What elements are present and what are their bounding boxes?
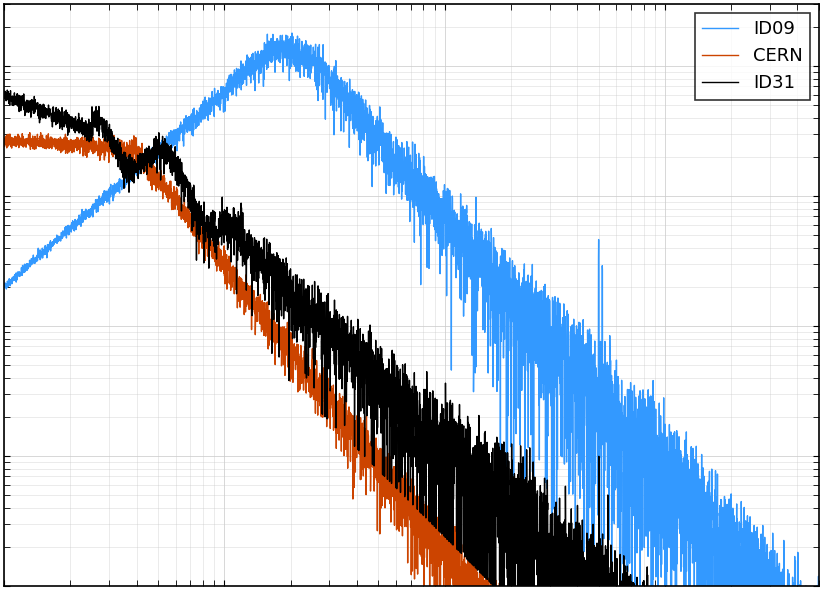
ID09 bbox=[607, 477, 617, 484]
ID09 bbox=[0, 283, 9, 290]
ID31 bbox=[147, 154, 157, 161]
ID31 bbox=[2, 87, 12, 94]
CERN bbox=[310, 366, 320, 373]
ID09 bbox=[310, 41, 320, 48]
CERN bbox=[147, 172, 157, 179]
ID09 bbox=[147, 150, 157, 157]
ID09 bbox=[488, 273, 498, 280]
ID31 bbox=[310, 344, 320, 351]
Line: CERN: CERN bbox=[4, 133, 819, 590]
ID31 bbox=[488, 582, 498, 589]
ID09 bbox=[529, 300, 539, 307]
ID09 bbox=[287, 30, 297, 37]
Line: ID09: ID09 bbox=[4, 33, 819, 590]
Legend: ID09, CERN, ID31: ID09, CERN, ID31 bbox=[695, 13, 810, 100]
ID09 bbox=[669, 567, 679, 574]
CERN bbox=[25, 129, 35, 136]
CERN bbox=[488, 574, 498, 581]
Line: ID31: ID31 bbox=[4, 90, 819, 590]
CERN bbox=[0, 139, 9, 146]
ID31 bbox=[0, 94, 9, 101]
